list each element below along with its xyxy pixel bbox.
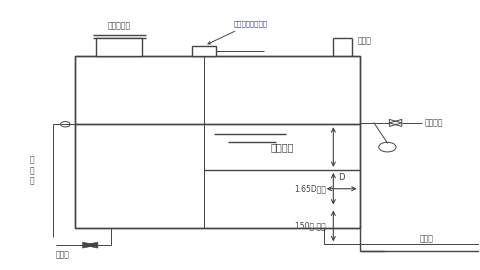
Text: 減水警報用電極棒: 減水警報用電極棒 [208, 21, 267, 44]
Text: 送水管: 送水管 [420, 234, 433, 243]
Text: 150㎜ 以上: 150㎜ 以上 [295, 221, 326, 230]
Bar [192, 46, 216, 56]
Bar [204, 56, 360, 124]
Polygon shape [83, 242, 98, 248]
Text: 有効水量: 有効水量 [270, 142, 294, 152]
Polygon shape [83, 242, 98, 248]
Text: マンホール: マンホール [108, 22, 131, 31]
Text: 1.65D以上: 1.65D以上 [294, 184, 326, 193]
Text: D: D [338, 173, 345, 182]
Text: 通気管: 通気管 [357, 36, 371, 45]
Text: 溢
水
管: 溢 水 管 [29, 156, 34, 185]
Text: 排水管: 排水管 [56, 251, 70, 259]
Text: 補給水管: 補給水管 [424, 119, 443, 127]
Bar [75, 56, 360, 228]
Bar [96, 38, 142, 56]
Bar [75, 56, 360, 228]
